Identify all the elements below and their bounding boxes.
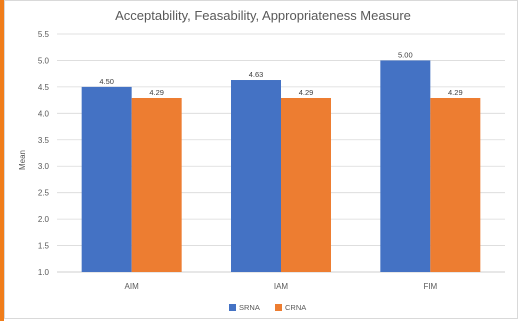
left-accent-bar	[0, 0, 4, 321]
data-label: 4.50	[99, 77, 114, 86]
data-label: 4.29	[299, 88, 314, 97]
y-tick-label: 3.5	[38, 136, 50, 145]
legend-swatch	[275, 304, 282, 311]
y-tick-label: 5.5	[38, 30, 50, 39]
x-axis-categories: AIM IAM FIM	[125, 282, 438, 291]
x-category-label: AIM	[125, 282, 140, 291]
bar-srna-fim	[380, 60, 431, 272]
bar-crna-aim	[131, 97, 182, 273]
y-tick-label: 2.5	[38, 189, 50, 198]
bars	[81, 60, 481, 273]
bar-crna-iam	[281, 97, 331, 273]
y-tick-label: 4.5	[38, 83, 50, 92]
chart-frame: Acceptability, Feasability, Appropriaten…	[4, 0, 518, 319]
chart-title: Acceptability, Feasability, Appropriaten…	[115, 8, 411, 23]
bar-chart: Acceptability, Feasability, Appropriaten…	[18, 8, 505, 312]
data-label: 5.00	[398, 50, 413, 59]
y-tick-label: 1.5	[38, 242, 50, 251]
legend-label: CRNA	[285, 303, 306, 312]
data-label: 4.29	[149, 88, 164, 97]
legend: SRNA CRNA	[229, 303, 306, 312]
data-labels: 4.50 4.29 4.63 4.29 5.00 4.29	[99, 50, 462, 97]
y-axis-ticks: 1.0 1.5 2.0 2.5 3.0 3.5 4.0 4.5 5.0 5.5	[38, 30, 50, 277]
x-category-label: FIM	[423, 282, 437, 291]
y-axis-title: Mean	[18, 150, 27, 170]
bar-srna-aim	[81, 86, 132, 272]
bar-crna-fim	[430, 97, 481, 273]
bar-srna-iam	[231, 80, 281, 272]
x-category-label: IAM	[274, 282, 289, 291]
data-label: 4.63	[249, 70, 264, 79]
y-tick-label: 2.0	[38, 215, 50, 224]
y-tick-label: 3.0	[38, 162, 50, 171]
legend-label: SRNA	[239, 303, 260, 312]
data-label: 4.29	[448, 88, 463, 97]
y-tick-label: 1.0	[38, 268, 50, 277]
y-tick-label: 5.0	[38, 56, 50, 65]
legend-swatch	[229, 304, 236, 311]
y-tick-label: 4.0	[38, 109, 50, 118]
